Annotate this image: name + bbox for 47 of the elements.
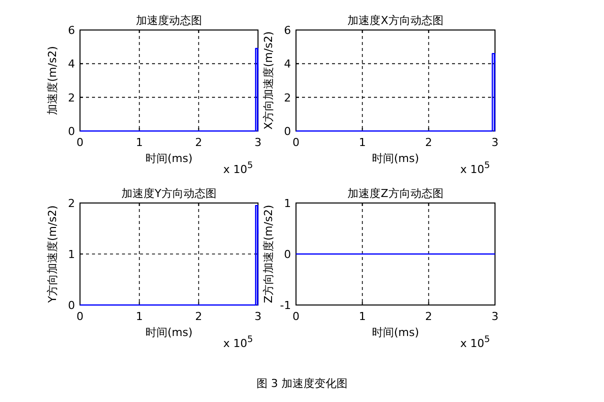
x-tick-label: 1 (136, 310, 143, 323)
y-tick-label: 0 (284, 125, 291, 138)
x-tick-label: 3 (254, 136, 262, 149)
x-tick-label: 0 (76, 310, 84, 323)
x-tick-label: 3 (492, 136, 498, 149)
y-axis-title: 加速度(m/s2) (46, 46, 59, 115)
x-tick-label: 2 (425, 136, 432, 149)
x-tick-label: 2 (195, 136, 202, 149)
y-tick-label: 2 (68, 197, 75, 210)
text: x 10$^{5}$ (460, 335, 490, 350)
y-tick-label: 0 (68, 299, 75, 312)
x-axis-title: 时间(ms) (145, 326, 193, 339)
x-tick-label: 1 (358, 136, 366, 149)
y-tick-label: 1 (284, 197, 291, 210)
x-tick-label: 0 (292, 136, 300, 149)
text: x 10$^{5}$ (223, 161, 253, 176)
chart-title: 加速度动态图 (136, 14, 202, 27)
y-tick-label: 1 (68, 248, 75, 261)
text: x 10$^{5}$ (460, 161, 490, 176)
y-tick-label: 6 (68, 24, 75, 37)
y-tick-label: 0 (284, 248, 291, 261)
y-tick-label: 6 (284, 24, 291, 37)
x-axis-title: 时间(ms) (145, 152, 193, 165)
x-tick-label: 2 (425, 310, 432, 323)
y-axis-title: X方向加速度(m/s2) (262, 31, 275, 130)
y-tick-label: 4 (284, 58, 291, 71)
text: x 10$^{5}$ (223, 335, 253, 350)
x-tick-label: 2 (195, 310, 202, 323)
x-tick-label: 3 (492, 310, 498, 323)
y-tick-label: 2 (68, 91, 75, 104)
y-axis-title: Y方向加速度(m/s2) (46, 205, 59, 304)
y-axis-title: Z方向加速度(m/s2) (262, 204, 275, 304)
chart-title: 加速度Y方向动态图 (122, 187, 216, 200)
x-tick-label: 3 (254, 310, 262, 323)
x-tick-label: 1 (136, 136, 143, 149)
y-tick-label: -1 (280, 299, 291, 312)
x-axis-title: 时间(ms) (372, 152, 420, 165)
chart-title: 加速度Z方向动态图 (348, 187, 444, 200)
y-tick-label: 4 (68, 58, 75, 71)
caption: 图 3 加速度变化图 (256, 377, 348, 390)
y-tick-label: 0 (68, 125, 75, 138)
y-tick-label: 2 (284, 91, 291, 104)
x-tick-label: 1 (358, 310, 366, 323)
x-tick-label: 0 (76, 136, 84, 149)
x-axis-title: 时间(ms) (372, 326, 420, 339)
x-tick-label: 0 (292, 310, 300, 323)
chart-title: 加速度X方向动态图 (348, 14, 444, 27)
